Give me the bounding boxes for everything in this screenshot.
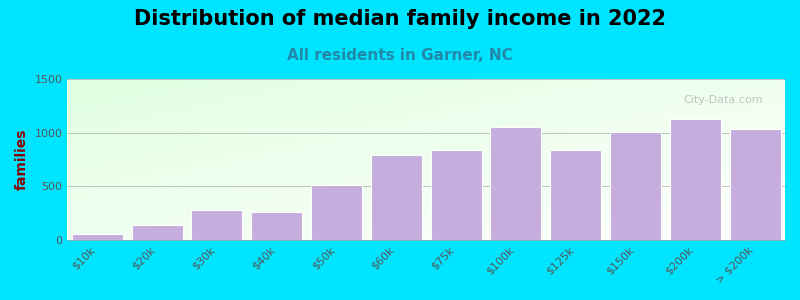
Text: Distribution of median family income in 2022: Distribution of median family income in … [134, 9, 666, 29]
Bar [730, 129, 781, 240]
Bar [670, 118, 721, 240]
Bar [72, 234, 122, 240]
Bar [251, 212, 302, 240]
Bar [371, 155, 422, 240]
Bar [430, 150, 482, 240]
Bar [550, 150, 601, 240]
Bar [610, 132, 661, 240]
Text: City-Data.com: City-Data.com [684, 95, 763, 105]
Text: All residents in Garner, NC: All residents in Garner, NC [287, 48, 513, 63]
Bar [191, 210, 242, 240]
Bar [490, 127, 542, 240]
Y-axis label: families: families [15, 128, 29, 190]
Bar [132, 225, 182, 240]
Bar [311, 185, 362, 240]
